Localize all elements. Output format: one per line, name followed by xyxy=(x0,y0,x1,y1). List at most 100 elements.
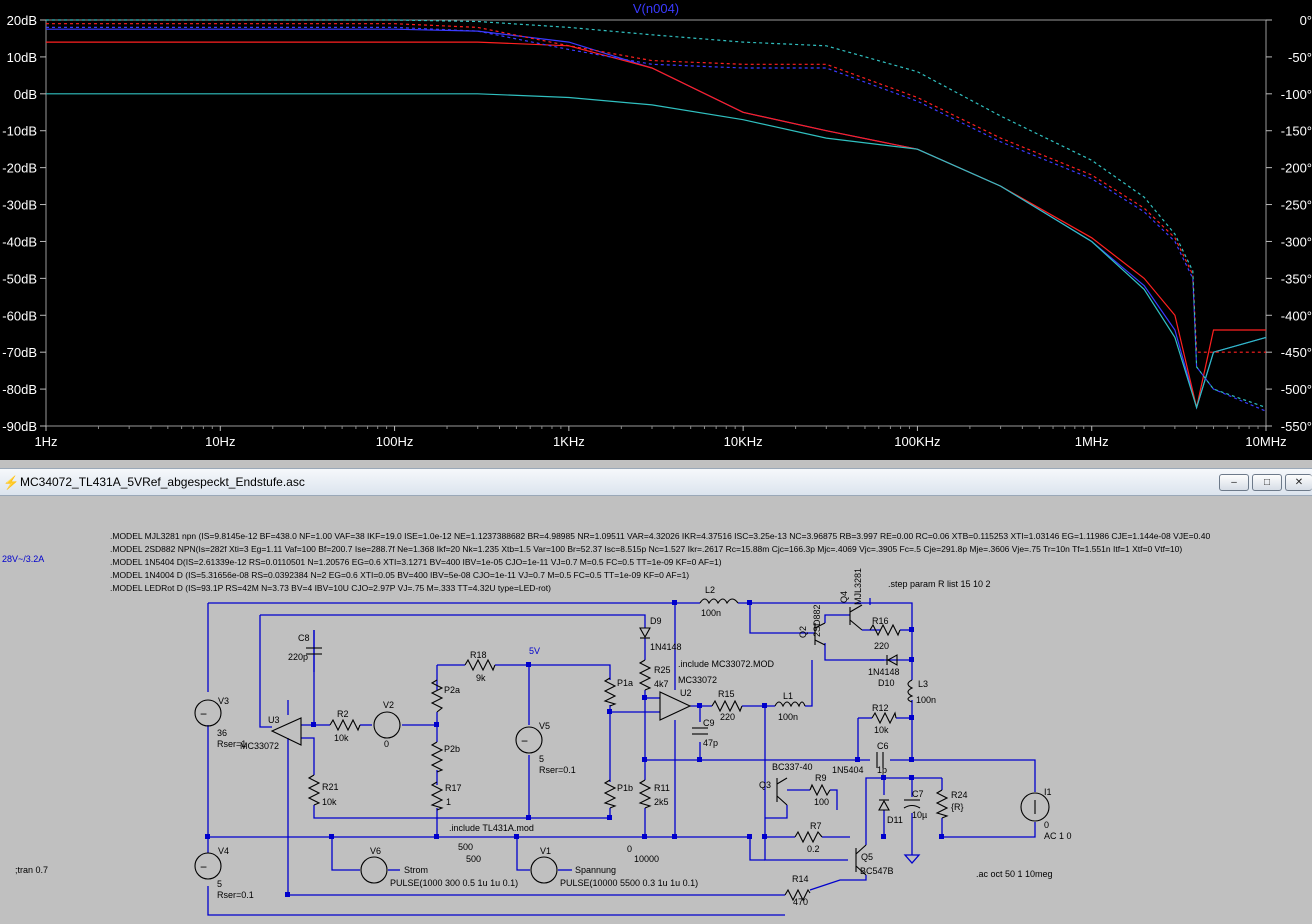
spice-model-directives[interactable]: .MODEL MJL3281 npn (IS=9.8145e-12 BF=438… xyxy=(110,531,1210,593)
phase-trace-4[interactable] xyxy=(46,23,1266,353)
plot-frame xyxy=(45,19,1267,427)
ac-directive[interactable]: .ac oct 50 1 10meg xyxy=(976,869,1053,879)
net-label-5v[interactable]: 5V xyxy=(529,646,540,656)
voltage-source-v2[interactable]: V2 0 xyxy=(373,700,401,749)
transistor-q3[interactable]: Q3 BC337-40 xyxy=(759,762,813,806)
resistor-r7[interactable]: R7 0.2 xyxy=(794,821,823,854)
voltage-source-v5[interactable]: − V5 5 Rser=0.1 xyxy=(515,721,576,775)
value-label-500-b: 500 xyxy=(466,854,481,864)
resistor-r21[interactable]: R21 10k xyxy=(307,774,339,807)
r18-value: 9k xyxy=(476,673,486,683)
u2-part: MC33072 xyxy=(678,675,717,685)
transistor-q4[interactable]: Q4 MJL3281 xyxy=(839,568,863,631)
i1-ac: AC 1 0 xyxy=(1044,831,1072,841)
inductor-l3[interactable]: L3 100n xyxy=(907,679,936,705)
capacitor-c6[interactable]: C6 1p xyxy=(876,741,889,775)
waveform-plot[interactable]: V(n004) 20dB 10dB 0dB -10dB -20dB -30dB -40dB -… xyxy=(0,0,1312,460)
diode-d11[interactable]: D11 xyxy=(878,799,903,825)
d9-label: D9 xyxy=(650,616,662,626)
close-button[interactable]: ✕ xyxy=(1285,474,1312,491)
capacitor-c7[interactable]: C7 10µ xyxy=(903,789,927,820)
resistor-r16[interactable]: R16 220 xyxy=(869,616,901,651)
phase-tick-label: -450° xyxy=(1281,345,1312,360)
v2-label: V2 xyxy=(383,700,394,710)
phase-tick-label: -500° xyxy=(1281,382,1312,397)
resistor-r11[interactable]: R11 2k5 xyxy=(638,779,670,809)
voltage-source-v1[interactable]: V1 Spannung PULSE(10000 5500 0.3 1u 1u 0… xyxy=(530,846,698,888)
ltspice-app-icon: ⚡ xyxy=(3,475,20,490)
x-tick-label: 10KHz xyxy=(724,434,763,449)
voltage-source-v4[interactable]: − V4 5 Rser=0.1 xyxy=(194,846,254,900)
v4-value: 5 xyxy=(217,879,222,889)
l3-value: 100n xyxy=(916,695,936,705)
inductor-l2[interactable]: L2 100n xyxy=(699,585,739,618)
l1-label: L1 xyxy=(783,691,793,701)
resistor-p1b[interactable]: P1b xyxy=(603,779,633,809)
phase-trace-5[interactable] xyxy=(46,19,1267,409)
schematic-canvas[interactable]: .MODEL MJL3281 npn (IS=9.8145e-12 BF=438… xyxy=(0,496,1312,924)
transistor-q5[interactable]: Q5 BC547B xyxy=(855,844,894,876)
r16-label: R16 xyxy=(872,616,889,626)
resistor-r14[interactable]: R14 470 xyxy=(784,874,811,907)
v1-label: V1 xyxy=(540,846,551,856)
include-mc33072-directive[interactable]: .include MC33072.MOD xyxy=(678,659,775,669)
magnitude-trace-2[interactable] xyxy=(46,93,1267,410)
model-ledrot[interactable]: .MODEL LEDRot D (IS=93.1P RS=42M N=3.73 … xyxy=(110,583,551,593)
resistor-r15[interactable]: R15 220 xyxy=(711,689,743,722)
opamp-u3[interactable]: U3 MC33072 xyxy=(240,715,302,751)
l1-value: 100n xyxy=(778,712,798,722)
resistor-r9[interactable]: R9 100 xyxy=(809,773,831,807)
resistor-p1a[interactable]: P1a xyxy=(603,677,633,707)
capacitor-c8[interactable]: C8 220p xyxy=(288,633,322,662)
resistor-r12[interactable]: R12 10k xyxy=(871,703,897,735)
opamp-u2[interactable]: U2 MC33072 xyxy=(659,675,717,721)
model-mjl3281[interactable]: .MODEL MJL3281 npn (IS=9.8145e-12 BF=438… xyxy=(110,531,1210,541)
r9-value: 100 xyxy=(814,797,829,807)
schematic-window-titlebar[interactable]: ⚡ MC34072_TL431A_5VRef_abgespeckt_Endstu… xyxy=(0,468,1312,496)
net-label-28v[interactable]: 28V~/3.2A xyxy=(2,554,44,564)
r25-value: 4k7 xyxy=(654,679,669,689)
resistor-r18[interactable]: R18 9k xyxy=(464,650,496,683)
diode-d9[interactable]: D9 1N4148 xyxy=(639,616,682,652)
step-param-directive[interactable]: .step param R list 15 10 2 xyxy=(888,579,991,589)
model-1n5404[interactable]: .MODEL 1N5404 D(IS=2.61339e-12 RS=0.0110… xyxy=(110,557,722,567)
phase-trace-3[interactable] xyxy=(46,26,1267,412)
minimize-button[interactable]: – xyxy=(1219,474,1249,491)
resistor-r2[interactable]: R2 10k xyxy=(329,709,361,743)
current-source-i1[interactable]: I1 0 AC 1 0 xyxy=(1020,787,1072,841)
v1-name: Spannung xyxy=(575,865,616,875)
diode-1n5404-label[interactable]: 1N5404 xyxy=(832,765,864,775)
resistor-r24[interactable]: R24 {R} xyxy=(935,789,968,819)
voltage-source-v3[interactable]: − V3 36 Rser=1 xyxy=(194,696,246,749)
model-2sd882[interactable]: .MODEL 2SD882 NPN(Is=282f Xti=3 Eg=1.11 … xyxy=(110,544,1182,554)
magnitude-axis-ticks: 20dB 10dB 0dB -10dB -20dB -30dB -40dB -50dB -60d… xyxy=(2,13,46,434)
window-title: MC34072_TL431A_5VRef_abgespeckt_Endstufe… xyxy=(20,475,305,489)
magnitude-trace-1[interactable] xyxy=(46,41,1266,408)
transistor-q2[interactable]: Q2 2SD882 xyxy=(798,604,826,646)
tran-directive[interactable]: ;tran 0.7 xyxy=(15,865,48,875)
x-tick-label: 10Hz xyxy=(205,434,235,449)
resistor-r25[interactable]: R25 4k7 xyxy=(638,659,671,691)
maximize-button[interactable]: □ xyxy=(1252,474,1282,491)
value-label-10000: 10000 xyxy=(634,854,659,864)
r7-label: R7 xyxy=(810,821,822,831)
y-tick-label: -60dB xyxy=(2,308,37,323)
magnitude-trace-0[interactable] xyxy=(46,28,1267,410)
schematic-wires[interactable] xyxy=(207,598,1036,916)
inductor-l1[interactable]: L1 100n xyxy=(774,691,806,722)
y-tick-label: -50dB xyxy=(2,271,37,286)
plot-title-v-n004[interactable]: V(n004) xyxy=(633,1,679,16)
resistor-p2a[interactable]: P2a xyxy=(430,679,460,713)
c8-value: 220p xyxy=(288,652,308,662)
resistor-p2b[interactable]: P2b xyxy=(430,741,460,773)
value-label-0: 0 xyxy=(627,844,632,854)
voltage-source-v6[interactable]: V6 Strom PULSE(1000 300 0.5 1u 1u 0.1) xyxy=(360,846,518,888)
include-tl431a-directive[interactable]: .include TL431A.mod xyxy=(449,823,534,833)
capacitor-c9[interactable]: C9 47p xyxy=(692,718,718,748)
p1b-label: P1b xyxy=(617,783,633,793)
resistor-r17[interactable]: R17 1 xyxy=(430,781,462,811)
bode-plot-canvas[interactable]: V(n004) 20dB 10dB 0dB -10dB -20dB -30dB -40dB -… xyxy=(0,0,1312,460)
diode-d10[interactable]: 1N4148 D10 xyxy=(868,654,900,688)
model-1n4004[interactable]: .MODEL 1N4004 D (IS=5.31656e-08 RS=0.039… xyxy=(110,570,689,580)
schematic-editor[interactable]: .MODEL MJL3281 npn (IS=9.8145e-12 BF=438… xyxy=(0,496,1312,924)
